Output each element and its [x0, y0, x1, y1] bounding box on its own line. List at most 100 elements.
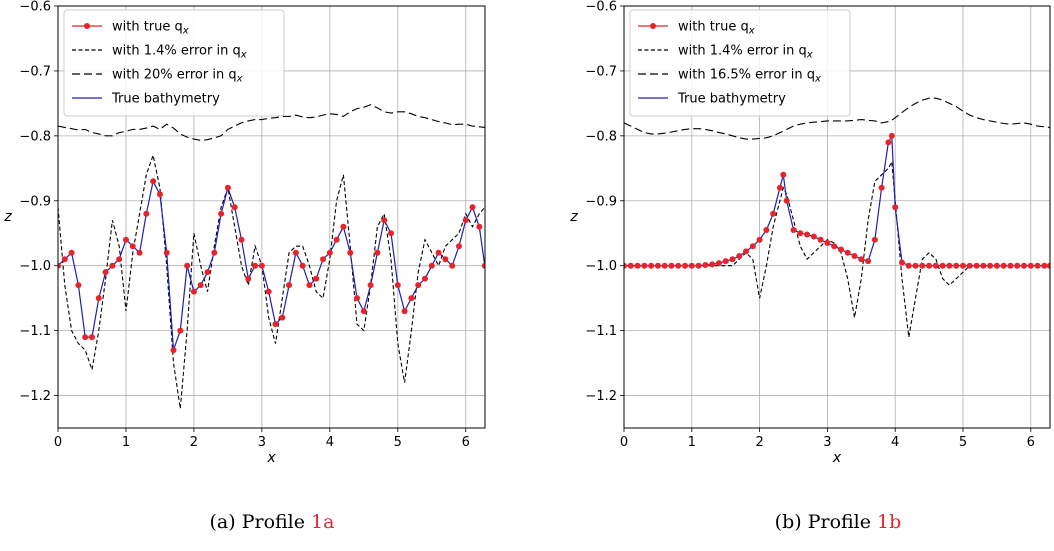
- legend: with true qx with 1.4% error in qx with 16…: [629, 9, 851, 117]
- data-point: [905, 262, 912, 269]
- data-point: [136, 249, 143, 256]
- y-tick-label: −1.0: [19, 259, 51, 274]
- y-tick-label: −0.7: [19, 64, 51, 79]
- grid: [57, 5, 485, 428]
- data-point: [783, 197, 790, 204]
- data-point: [428, 262, 435, 269]
- plot-frame: [57, 5, 486, 429]
- data-point: [885, 139, 892, 146]
- data-point: [966, 262, 973, 269]
- data-point: [641, 262, 648, 269]
- data-point: [736, 252, 743, 259]
- data-point: [88, 334, 95, 341]
- x-tick-label: 6: [1027, 435, 1035, 450]
- data-point: [780, 171, 787, 178]
- y-tick-label: −0.6: [19, 0, 51, 15]
- data-point: [888, 132, 895, 139]
- data-point: [668, 262, 675, 269]
- data-point: [476, 223, 483, 230]
- data-point: [462, 217, 469, 224]
- legend-label: True bathymetry: [111, 92, 220, 107]
- y-tick-label: −0.8: [19, 129, 51, 144]
- data-point: [109, 262, 116, 269]
- data-point: [252, 262, 259, 269]
- data-point: [729, 256, 736, 263]
- data-point: [204, 269, 211, 276]
- data-point: [435, 249, 442, 256]
- x-tick-label: 4: [326, 435, 334, 450]
- caption-reference[interactable]: 1b: [877, 511, 901, 533]
- x-tick-label: 3: [258, 435, 266, 450]
- data-point: [831, 243, 838, 250]
- data-point: [58, 262, 61, 269]
- data-point: [627, 262, 634, 269]
- x-tick-label: 5: [394, 435, 402, 450]
- caption-reference[interactable]: 1a: [311, 511, 334, 533]
- data-point: [387, 230, 394, 237]
- data-point: [326, 249, 333, 256]
- data-point: [211, 249, 218, 256]
- data-point: [190, 288, 197, 295]
- data-point: [102, 269, 109, 276]
- legend-label: with 1.4% error in qx: [112, 44, 247, 61]
- y-tick-label: −1.1: [585, 324, 617, 339]
- legend-label: with 20% error in qx: [112, 68, 243, 85]
- data-point: [837, 246, 844, 253]
- data-point: [749, 243, 756, 250]
- data-point: [150, 178, 157, 185]
- legend-label: with 16.5% error in qx: [678, 68, 821, 85]
- data-point: [1021, 262, 1028, 269]
- data-point: [184, 262, 191, 269]
- data-point: [292, 249, 299, 256]
- data-point: [279, 314, 286, 321]
- data-point: [163, 249, 170, 256]
- chart-panel-b: 0 1 2 3 4 5 6 −0.6 −0.7 −0.8 −0.9 −1.0 −1.1 −1.2 x z wit…: [569, 0, 1051, 466]
- data-point: [245, 275, 252, 282]
- legend-marker: [84, 23, 90, 29]
- data-point: [299, 262, 306, 269]
- data-point: [1000, 262, 1007, 269]
- data-point: [442, 256, 449, 263]
- x-tick-label: 4: [891, 435, 899, 450]
- data-point: [763, 226, 770, 233]
- data-point: [898, 259, 905, 266]
- y-tick-label: −0.7: [585, 64, 617, 79]
- data-point: [218, 210, 225, 217]
- data-point: [661, 262, 668, 269]
- data-point: [408, 295, 415, 302]
- data-point: [75, 282, 82, 289]
- data-point: [743, 248, 750, 255]
- data-point: [1046, 262, 1050, 269]
- data-point: [360, 308, 367, 315]
- caption-a: (a) Profile 1a: [210, 511, 335, 533]
- data-point: [709, 261, 716, 268]
- x-tick-label: 2: [190, 435, 198, 450]
- data-point: [394, 282, 401, 289]
- data-point: [919, 262, 926, 269]
- data-point: [367, 282, 374, 289]
- data-point: [258, 262, 265, 269]
- data-point: [306, 282, 313, 289]
- data-point: [932, 262, 939, 269]
- data-point: [624, 262, 627, 269]
- data-point: [858, 256, 865, 263]
- data-point: [892, 204, 899, 211]
- data-point: [824, 239, 831, 246]
- data-point: [926, 262, 933, 269]
- data-point: [953, 262, 960, 269]
- x-axis-label: x: [266, 450, 276, 466]
- data-point: [722, 258, 729, 265]
- data-point: [695, 262, 702, 269]
- y-tick-label: −0.9: [19, 194, 51, 209]
- data-point: [865, 258, 872, 265]
- data-point: [449, 262, 456, 269]
- y-axis-label: z: [3, 209, 12, 225]
- data-point: [973, 262, 980, 269]
- data-point: [340, 223, 347, 230]
- data-point: [401, 308, 408, 315]
- data-point: [810, 233, 817, 240]
- data-point: [648, 262, 655, 269]
- legend: with true qx with 1.4% error in qx with 20…: [63, 9, 285, 117]
- data-point: [82, 334, 89, 341]
